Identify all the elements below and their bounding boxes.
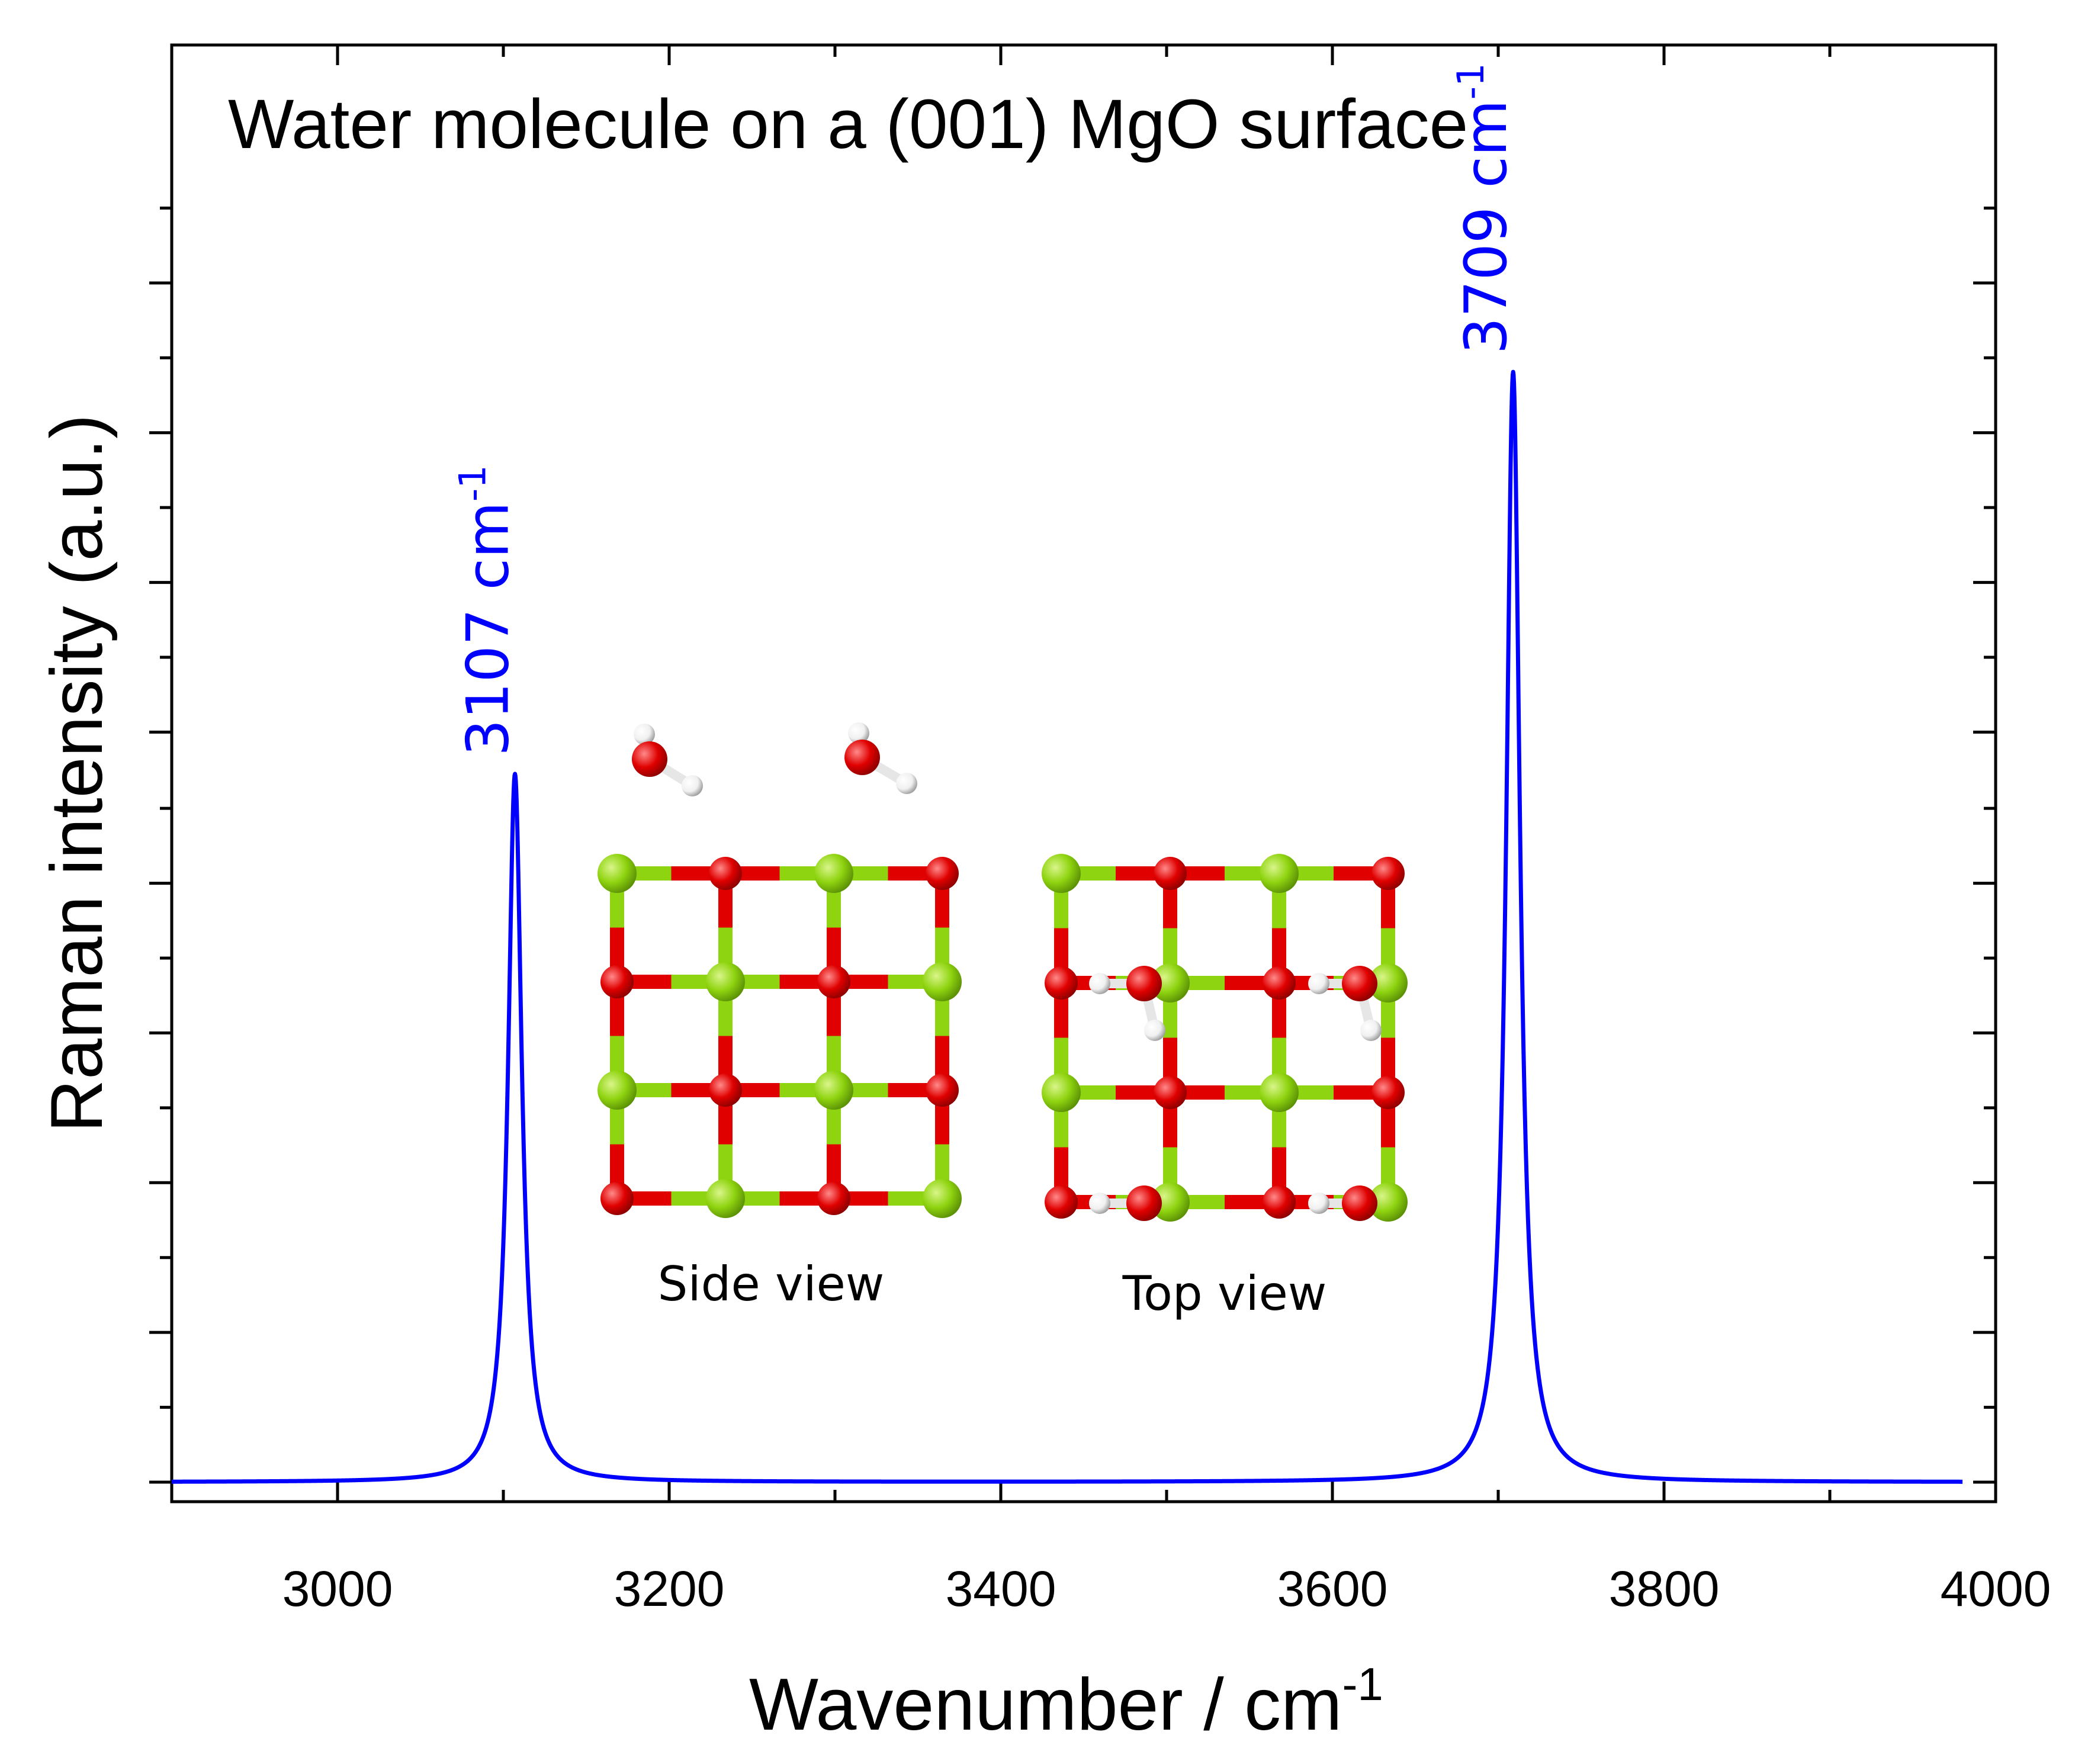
mg-atom-1-3 [706, 1179, 745, 1218]
mg-atom-0-2 [1042, 1073, 1081, 1112]
o-atom-1-0 [709, 857, 742, 890]
x-tick-label-3800: 3800 [1609, 1561, 1720, 1617]
top-view-structure [1042, 854, 1408, 1222]
mg-atom-2-2 [1260, 1073, 1299, 1112]
peak-label-3709-superscript: -1 [1449, 63, 1492, 99]
water-o-atom-3 [1342, 966, 1377, 1001]
water-o-atom-5 [1342, 1185, 1377, 1221]
mg-atom-1-1 [706, 962, 745, 1001]
h-atom-b-3 [1360, 1020, 1382, 1041]
x-axis-tick-labels: 3000 3200 3400 3600 3800 4000 [282, 1561, 2051, 1617]
peak-label-3709: 3709 cm-1 [1449, 63, 1520, 354]
o-atom-1-0 [1154, 857, 1187, 890]
h-atom-a-1 [848, 722, 869, 744]
water-o-atom-4 [1126, 1185, 1162, 1221]
mg-atom-3-3 [1369, 1183, 1408, 1222]
o-atom-1-2 [709, 1074, 742, 1107]
x-axis-label-superscript: -1 [1342, 1658, 1383, 1710]
x-tick-label-3000: 3000 [282, 1561, 393, 1617]
x-tick-label-3600: 3600 [1277, 1561, 1388, 1617]
o-atom-2-3 [1263, 1185, 1296, 1219]
x-axis-ticks [170, 45, 1997, 1502]
o-atom-2-1 [817, 965, 850, 998]
peak-label-3107: 3107 cm-1 [451, 465, 522, 756]
mg-atom-3-1 [1369, 963, 1408, 1003]
mg-atom-3-3 [923, 1179, 962, 1218]
h-atom-a-2 [1089, 973, 1110, 994]
side-view-structure [598, 722, 962, 1218]
o-atom-0-3 [600, 1182, 634, 1215]
y-axis-label: Raman intensity (a.u.) [36, 415, 118, 1133]
side-view-label: Side view [658, 1257, 885, 1312]
mg-atom-0-0 [598, 854, 637, 893]
peak-label-3709-text: 3709 cm [1453, 99, 1520, 354]
o-atom-3-0 [1371, 857, 1405, 890]
o-atom-2-3 [817, 1182, 850, 1215]
peak-label-3107-text: 3107 cm [455, 502, 522, 756]
o-atom-2-1 [1263, 966, 1296, 1000]
o-atom-1-2 [1154, 1076, 1187, 1109]
series-line-raman-spectrum [170, 369, 1964, 1484]
plot-frame [170, 43, 1997, 1503]
top-view-label: Top view [1122, 1266, 1327, 1321]
mg-atom-0-0 [1042, 854, 1081, 893]
mg-atom-1-1 [1151, 963, 1190, 1003]
water-o-atom-1 [844, 740, 880, 775]
o-atom-0-3 [1045, 1185, 1078, 1219]
o-atom-0-1 [600, 965, 634, 998]
x-axis-label: Wavenumber / cm-1 [749, 1658, 1383, 1746]
x-tick-label-4000: 4000 [1941, 1561, 2051, 1617]
peak-label-3107-superscript: -1 [451, 465, 494, 502]
x-tick-label-3200: 3200 [614, 1561, 725, 1617]
o-atom-3-2 [1371, 1076, 1405, 1109]
water-o-atom-0 [632, 741, 667, 777]
chart-title: Water molecule on a (001) MgO surface [228, 85, 1468, 163]
h-atom-b-4 [1089, 1193, 1110, 1214]
mg-atom-3-1 [923, 962, 962, 1001]
h-atom-b-1 [896, 773, 917, 794]
o-atom-0-1 [1045, 966, 1078, 1000]
mg-atom-0-2 [598, 1071, 637, 1110]
o-atom-3-2 [926, 1074, 959, 1107]
x-tick-label-3400: 3400 [946, 1561, 1056, 1617]
mg-atom-2-2 [814, 1071, 853, 1110]
y-axis-ticks [149, 206, 1996, 1484]
mg-atom-2-0 [814, 854, 853, 893]
h-atom-a-3 [1308, 973, 1329, 994]
o-atom-3-0 [926, 857, 959, 890]
x-axis-label-text: Wavenumber / cm [749, 1664, 1342, 1746]
mg-atom-1-3 [1151, 1183, 1190, 1222]
h-atom-b-0 [682, 775, 703, 796]
h-atom-a-0 [634, 724, 655, 745]
mg-atom-2-0 [1260, 854, 1299, 893]
water-o-atom-2 [1126, 966, 1162, 1001]
h-atom-b-2 [1144, 1020, 1165, 1041]
h-atom-b-5 [1308, 1193, 1329, 1214]
